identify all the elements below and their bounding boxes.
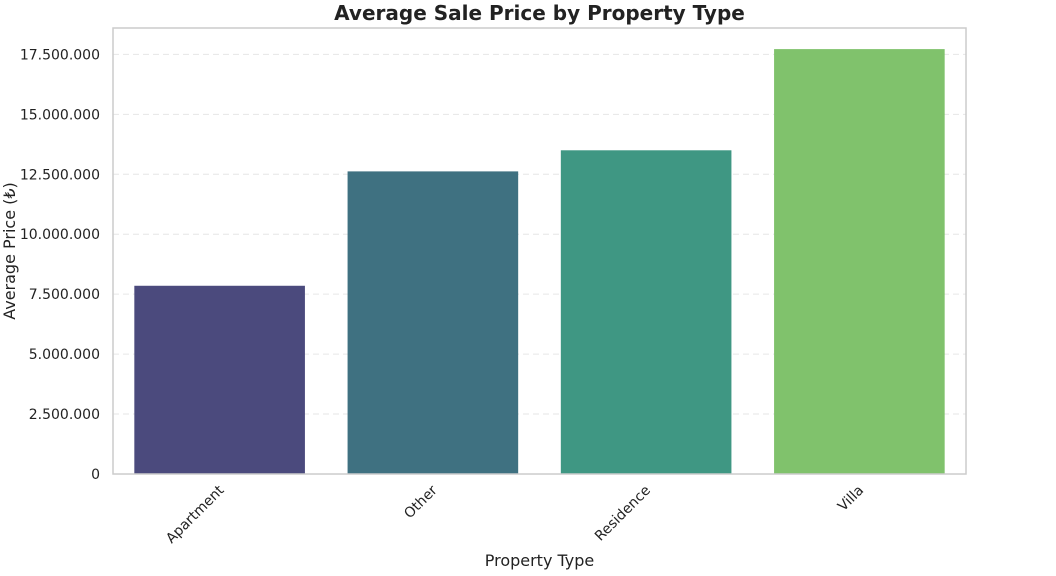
x-tick-label: Residence <box>592 483 654 545</box>
bar-residence <box>560 150 732 474</box>
x-axis-label: Property Type <box>485 551 595 570</box>
y-tick-label: 7.500.000 <box>29 287 100 303</box>
x-axis-ticks: Apartment Other Residence Villa <box>163 482 867 547</box>
bar-apartment <box>134 285 305 474</box>
plot-frame <box>112 27 967 475</box>
y-tick-label: 17.500.000 <box>20 47 100 63</box>
y-tick-label: 15.000.000 <box>20 107 100 123</box>
y-axis-ticks: 0 2.500.000 5.000.000 7.500.000 10.000.000 12… <box>20 47 100 483</box>
x-tick-label: Apartment <box>163 482 228 547</box>
bar-other <box>347 171 519 474</box>
y-tick-label: 10.000.000 <box>20 227 100 243</box>
x-tick-label: Villa <box>835 483 867 515</box>
chart-title: Average Sale Price by Property Type <box>334 1 745 25</box>
x-tick-label: Other <box>401 482 441 522</box>
y-tick-label: 0 <box>91 467 100 483</box>
y-tick-label: 12.500.000 <box>20 167 100 183</box>
y-axis-label: Average Price (₺) <box>0 182 19 320</box>
bar-villa <box>774 49 945 474</box>
y-tick-label: 5.000.000 <box>29 347 100 363</box>
bars <box>134 49 945 474</box>
y-tick-label: 2.500.000 <box>29 407 100 423</box>
